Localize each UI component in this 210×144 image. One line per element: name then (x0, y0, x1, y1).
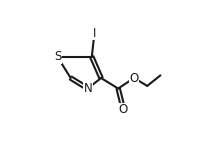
Text: O: O (119, 103, 128, 116)
Text: O: O (129, 72, 139, 85)
Text: N: N (83, 82, 92, 95)
Text: I: I (93, 27, 96, 40)
Text: S: S (54, 50, 61, 63)
